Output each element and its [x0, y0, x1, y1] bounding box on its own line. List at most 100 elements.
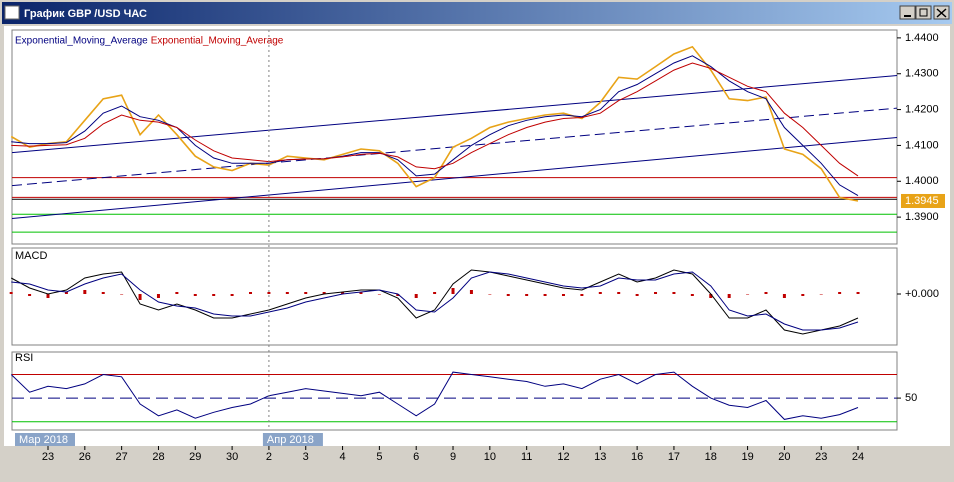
x-tick-label: 16 — [631, 451, 643, 463]
x-tick-label: 23 — [815, 451, 827, 463]
histogram-bar — [617, 292, 621, 294]
maximize-button[interactable] — [915, 5, 932, 20]
histogram-bar — [64, 292, 68, 294]
period-box — [262, 433, 323, 446]
x-tick-label: 27 — [116, 451, 128, 463]
window-buttons — [899, 5, 950, 20]
histogram-bar — [672, 292, 676, 294]
window-title: График GBP /USD ЧАС — [24, 8, 147, 20]
x-tick-label: 28 — [152, 451, 164, 463]
x-tick-label: 11 — [521, 451, 532, 463]
y-tick-label: 1.4400 — [905, 32, 939, 44]
rsi-panel — [11, 351, 898, 431]
x-tick-label: 9 — [450, 451, 456, 463]
histogram-bar — [175, 292, 179, 294]
panel-title: MACD — [15, 250, 47, 262]
histogram-bar — [746, 294, 750, 295]
x-tick-label: 24 — [852, 451, 864, 463]
histogram-bar — [249, 292, 253, 294]
macd-panel — [11, 247, 898, 346]
histogram-bar — [83, 290, 87, 294]
histogram-bar — [598, 292, 602, 294]
histogram-bar — [396, 294, 400, 296]
macd-line — [10, 269, 859, 335]
period-label: Апр 2018 — [267, 434, 314, 446]
histogram-bar — [635, 294, 639, 296]
histogram-bar — [561, 294, 565, 296]
x-tick-label: 6 — [413, 451, 419, 463]
histogram-bar — [230, 294, 234, 296]
last-price-box — [901, 193, 945, 208]
histogram-bar — [727, 294, 731, 298]
trend-line — [11, 75, 898, 154]
histogram-bar — [46, 294, 50, 298]
rsi-line — [10, 371, 859, 420]
histogram-bar — [580, 294, 584, 296]
histogram-bar — [451, 288, 455, 294]
histogram-bar — [322, 292, 326, 294]
histogram-bar — [267, 292, 271, 294]
histogram-bar — [285, 292, 289, 294]
histogram-bar — [359, 292, 363, 294]
histogram-bar — [525, 294, 529, 296]
histogram-bar — [193, 294, 197, 296]
histogram-bar — [690, 294, 694, 296]
period-label: Мар 2018 — [19, 434, 68, 446]
histogram-bar — [341, 292, 345, 294]
x-tick-label: 2 — [266, 451, 272, 463]
x-tick-label: 3 — [303, 451, 309, 463]
y-tick-label: 1.4100 — [905, 139, 939, 151]
signal-line — [11, 271, 859, 331]
histogram-bar — [433, 292, 437, 294]
histogram-bar — [9, 292, 13, 294]
x-tick-label: 10 — [484, 451, 496, 463]
panel-title: RSI — [15, 352, 33, 364]
ema-line — [11, 62, 859, 177]
x-tick-label: 26 — [79, 451, 91, 463]
x-tick-label: 12 — [557, 451, 569, 463]
period-box — [15, 433, 75, 446]
histogram-bar — [120, 294, 124, 295]
histogram-bar — [801, 294, 805, 296]
histogram-bar — [28, 294, 32, 296]
maximize-glyph — [919, 8, 928, 17]
minimize-button[interactable] — [899, 5, 916, 20]
x-tick-label: 13 — [594, 451, 606, 463]
x-tick-label: 29 — [189, 451, 201, 463]
y-tick-label: +0.000 — [905, 288, 939, 300]
close-glyph — [936, 8, 947, 18]
y-tick-label: 1.4300 — [905, 68, 939, 80]
histogram-bar — [304, 292, 308, 294]
histogram-bar — [819, 294, 823, 295]
histogram-bar — [156, 294, 160, 298]
y-tick-label: 1.4000 — [905, 175, 939, 187]
x-tick-label: 23 — [42, 451, 54, 463]
y-tick-label: 50 — [905, 392, 917, 404]
x-tick-label: 5 — [376, 451, 382, 463]
histogram-bar — [488, 294, 492, 295]
window-icon — [4, 5, 20, 20]
histogram-bar — [543, 294, 547, 296]
histogram-bar — [377, 294, 381, 295]
x-tick-label: 18 — [705, 451, 717, 463]
histogram-bar — [138, 294, 142, 300]
y-tick-label: 1.3900 — [905, 211, 939, 223]
histogram-bar — [838, 292, 842, 294]
histogram-bar — [856, 292, 860, 294]
trend-line — [11, 137, 898, 220]
histogram-bar — [212, 294, 216, 296]
histogram-bar — [782, 294, 786, 298]
x-tick-label: 19 — [741, 451, 753, 463]
x-tick-label: 17 — [668, 451, 680, 463]
last-price-label: 1.3945 — [905, 195, 939, 207]
histogram-bar — [506, 294, 510, 296]
x-tick-label: 20 — [778, 451, 790, 463]
y-tick-label: 1.4200 — [905, 103, 939, 115]
x-tick-label: 4 — [339, 451, 345, 463]
histogram-bar — [764, 292, 768, 294]
histogram-bar — [469, 290, 473, 294]
histogram-bar — [414, 294, 418, 298]
histogram-bar — [709, 294, 713, 298]
legend-entry: Exponential_Moving_Average — [15, 36, 148, 47]
